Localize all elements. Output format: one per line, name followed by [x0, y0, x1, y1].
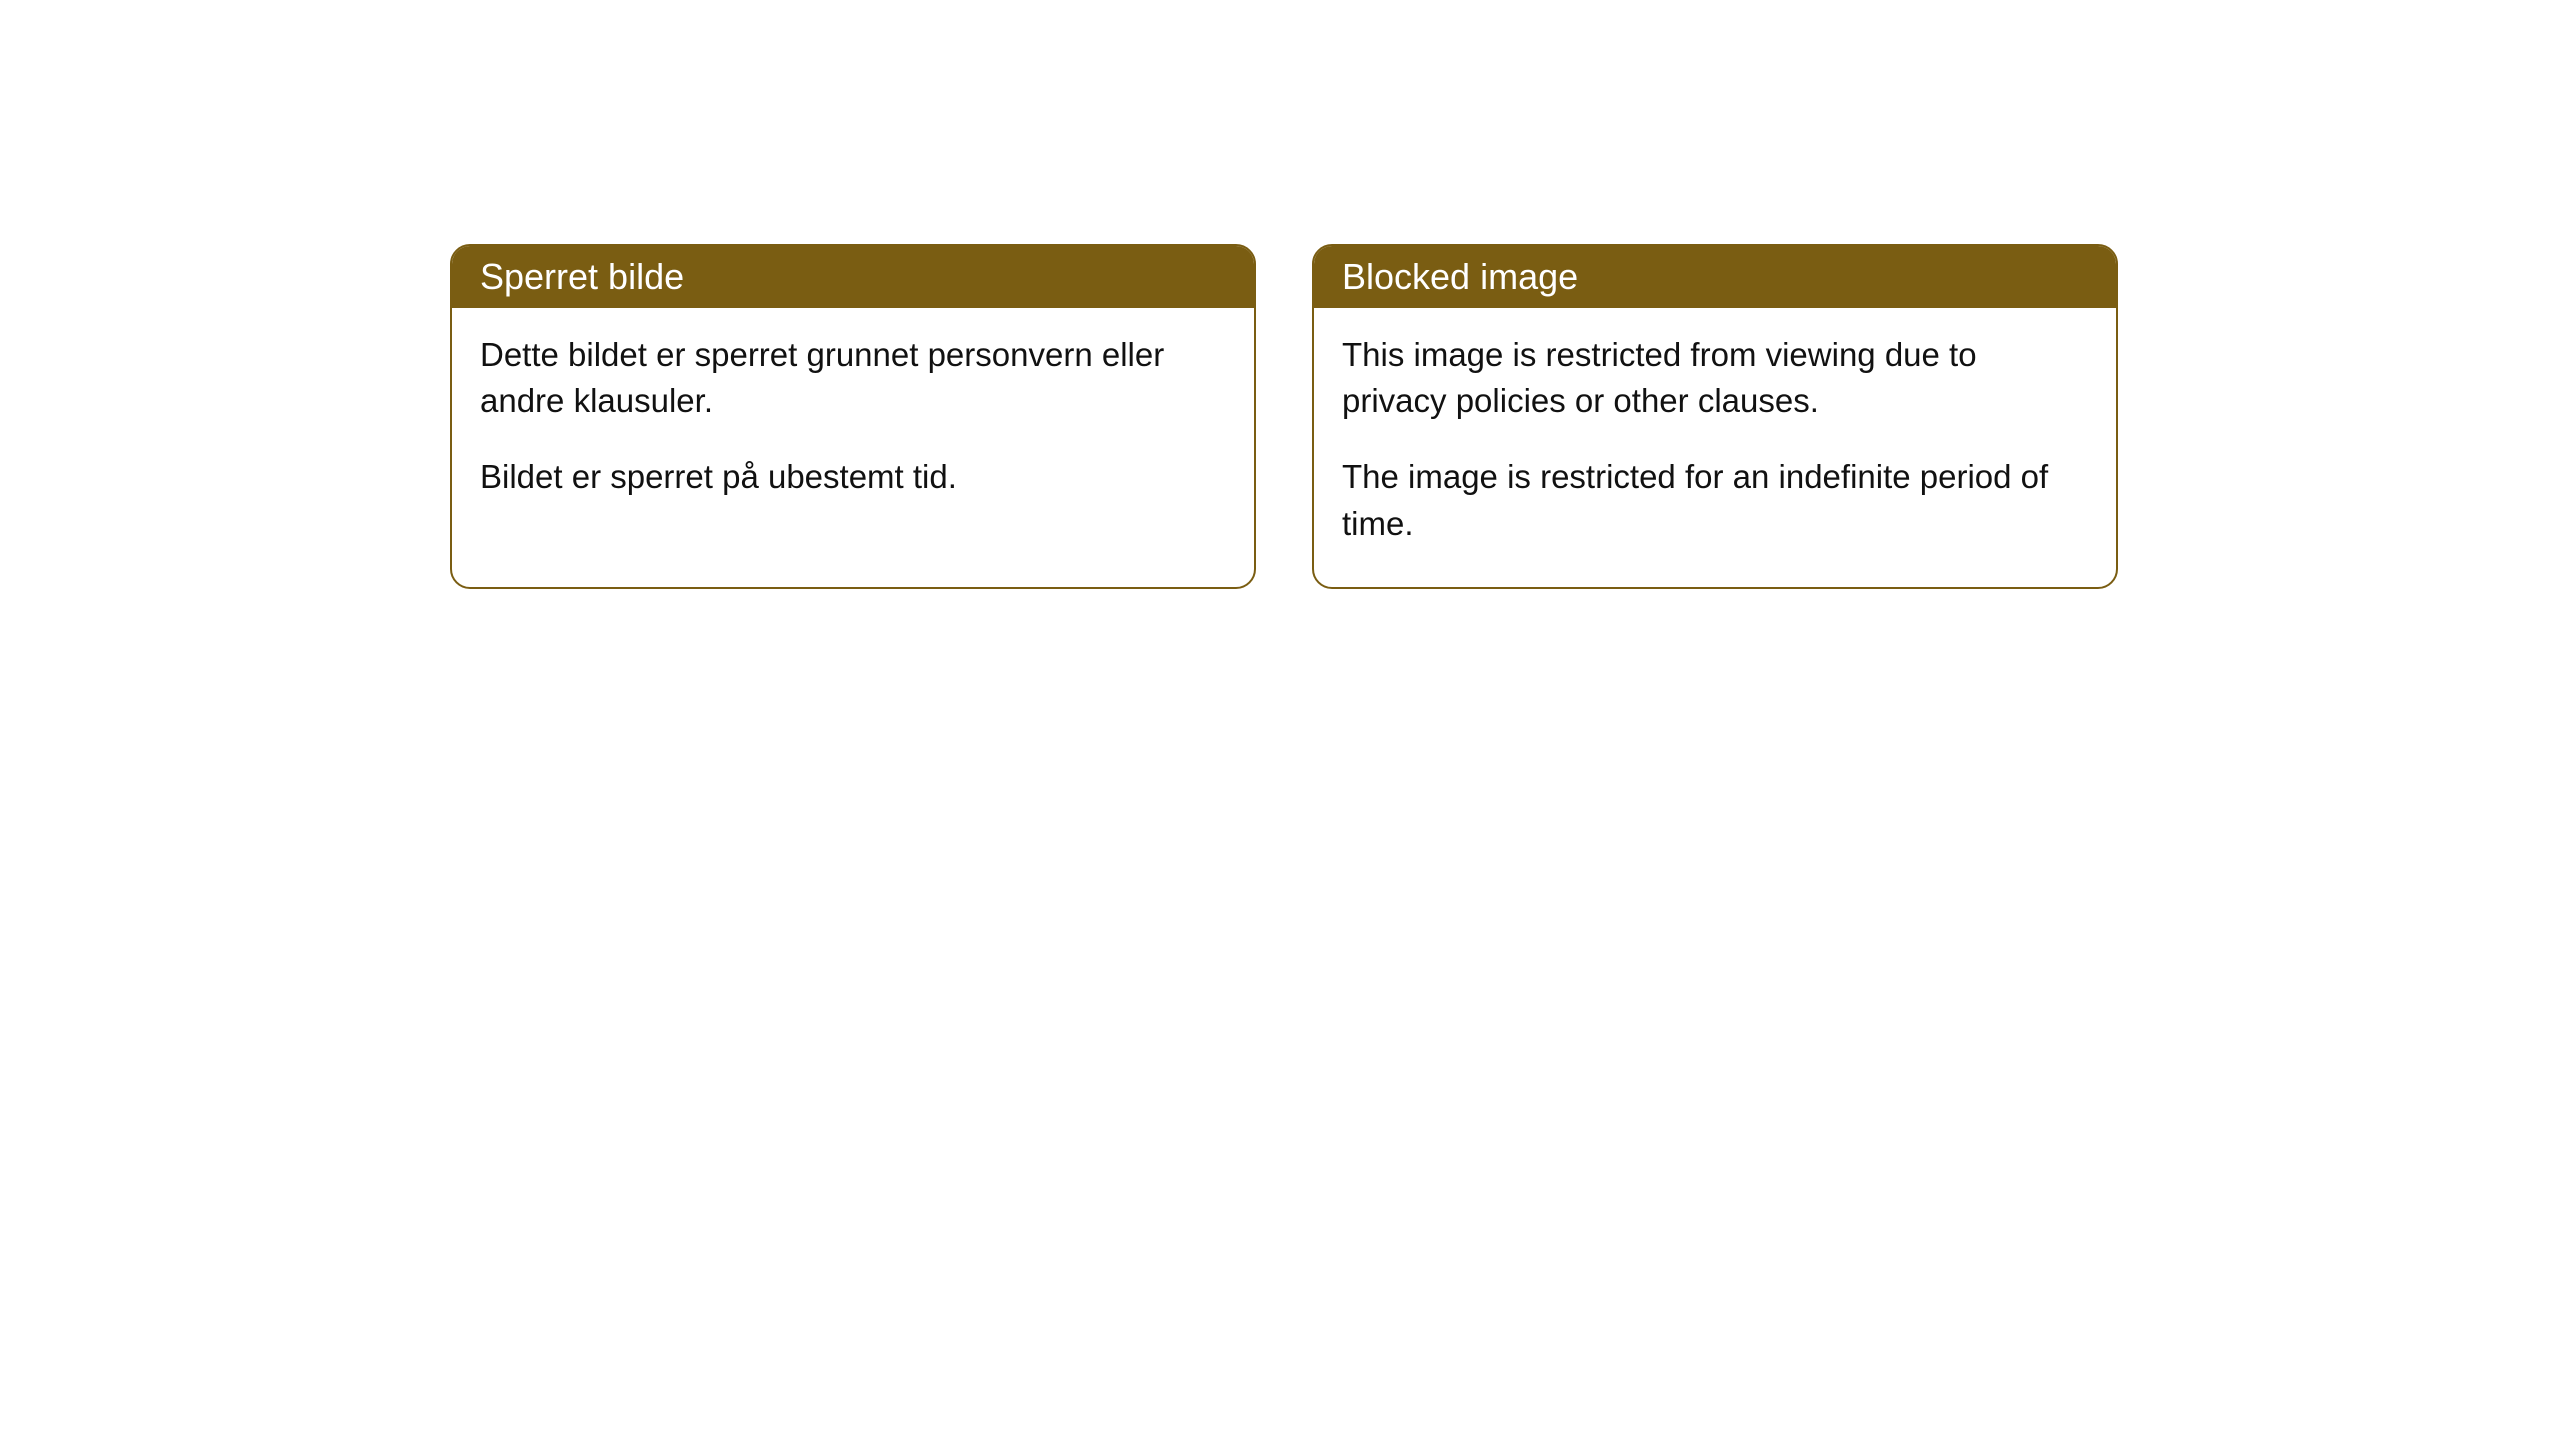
card-body-no: Dette bildet er sperret grunnet personve… [452, 308, 1254, 541]
card-body-en: This image is restricted from viewing du… [1314, 308, 2116, 587]
card-text-no-1: Dette bildet er sperret grunnet personve… [480, 332, 1226, 424]
card-text-en-1: This image is restricted from viewing du… [1342, 332, 2088, 424]
card-header-no: Sperret bilde [452, 246, 1254, 308]
card-text-no-2: Bildet er sperret på ubestemt tid. [480, 454, 1226, 500]
card-title-no: Sperret bilde [480, 256, 684, 297]
card-title-en: Blocked image [1342, 256, 1578, 297]
card-container: Sperret bilde Dette bildet er sperret gr… [450, 244, 2118, 589]
blocked-image-card-en: Blocked image This image is restricted f… [1312, 244, 2118, 589]
card-header-en: Blocked image [1314, 246, 2116, 308]
blocked-image-card-no: Sperret bilde Dette bildet er sperret gr… [450, 244, 1256, 589]
card-text-en-2: The image is restricted for an indefinit… [1342, 454, 2088, 546]
